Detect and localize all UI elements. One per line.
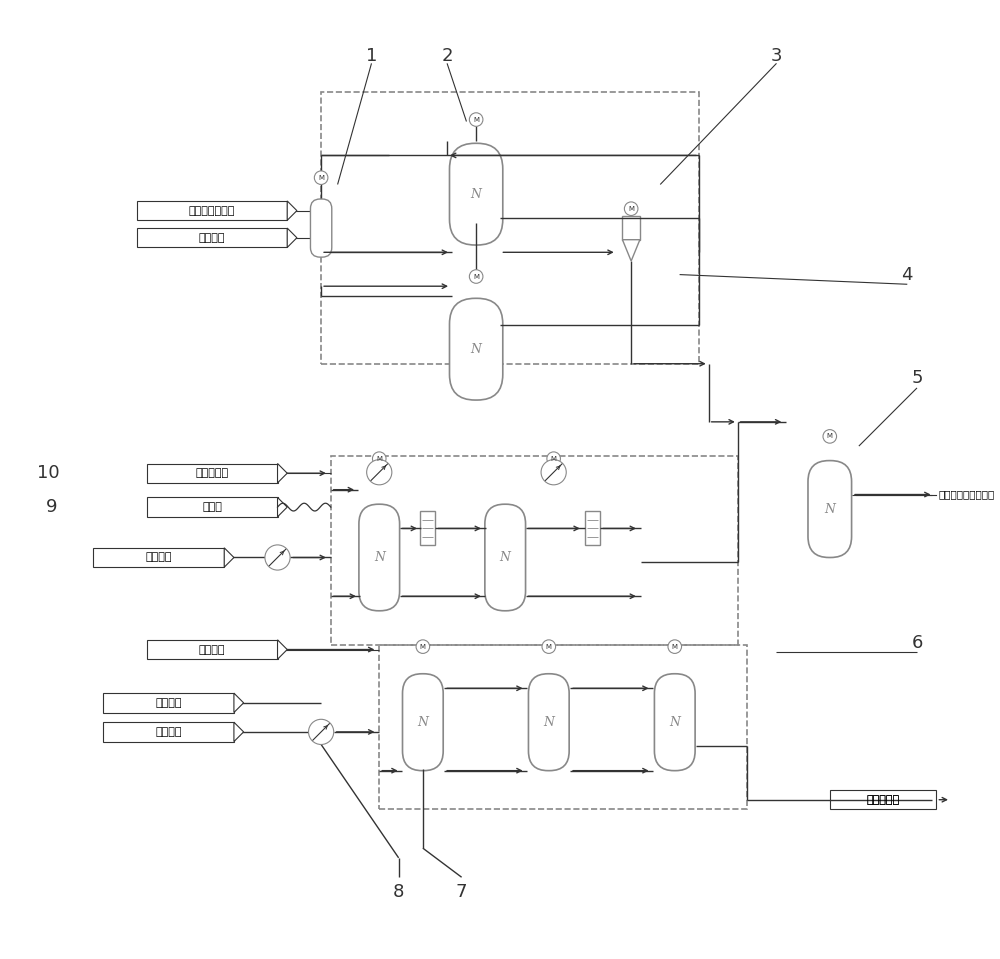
Text: N: N <box>374 551 385 564</box>
Polygon shape <box>234 722 244 741</box>
Text: 3: 3 <box>771 47 782 64</box>
FancyBboxPatch shape <box>403 674 443 771</box>
FancyBboxPatch shape <box>310 199 332 257</box>
Bar <box>137 228 287 247</box>
Circle shape <box>624 202 638 216</box>
Circle shape <box>823 430 837 443</box>
Circle shape <box>542 640 556 653</box>
FancyBboxPatch shape <box>485 504 526 611</box>
Text: 9: 9 <box>46 498 58 516</box>
Polygon shape <box>287 201 297 221</box>
Text: N: N <box>471 188 482 200</box>
Text: 微纳粒子: 微纳粒子 <box>199 233 225 243</box>
FancyBboxPatch shape <box>528 674 569 771</box>
Text: 混合溶剂: 混合溶剂 <box>146 552 172 563</box>
Text: M: M <box>546 643 552 649</box>
Text: 固化剂产品: 固化剂产品 <box>867 795 900 805</box>
Polygon shape <box>234 693 244 713</box>
Text: 全氟羟基丙烯酸树脂: 全氟羟基丙烯酸树脂 <box>938 489 995 500</box>
Circle shape <box>469 269 483 283</box>
FancyBboxPatch shape <box>654 674 695 771</box>
Circle shape <box>367 459 392 485</box>
Circle shape <box>265 545 290 570</box>
Bar <box>103 722 234 741</box>
Bar <box>585 511 600 546</box>
Text: 5: 5 <box>911 369 923 387</box>
Text: 反应液体混合液: 反应液体混合液 <box>189 205 235 216</box>
Text: 混合原料: 混合原料 <box>199 644 225 655</box>
Text: 10: 10 <box>37 464 59 482</box>
Text: 氟单体: 氟单体 <box>202 503 222 512</box>
Text: 混合溶剂: 混合溶剂 <box>155 727 182 737</box>
Text: 8: 8 <box>393 882 404 901</box>
Circle shape <box>541 459 566 485</box>
FancyBboxPatch shape <box>449 143 503 246</box>
Text: M: M <box>376 456 382 461</box>
Text: M: M <box>473 273 479 279</box>
Text: M: M <box>420 643 426 649</box>
Bar <box>137 201 287 221</box>
Bar <box>379 644 747 809</box>
Text: 6: 6 <box>911 634 923 652</box>
Polygon shape <box>622 240 640 261</box>
Bar <box>147 463 278 483</box>
Bar <box>93 548 224 567</box>
Text: N: N <box>669 715 680 729</box>
Bar <box>321 92 699 363</box>
Circle shape <box>309 719 334 744</box>
Text: M: M <box>473 117 479 123</box>
Text: M: M <box>827 433 833 439</box>
Text: N: N <box>417 715 428 729</box>
Text: 7: 7 <box>456 882 467 901</box>
Text: M: M <box>551 456 557 461</box>
FancyBboxPatch shape <box>808 460 852 557</box>
Bar <box>331 456 738 644</box>
Bar <box>420 511 435 546</box>
Circle shape <box>547 452 560 465</box>
FancyBboxPatch shape <box>359 504 400 611</box>
Text: N: N <box>543 715 554 729</box>
Bar <box>147 498 278 517</box>
Polygon shape <box>278 463 287 483</box>
Text: M: M <box>672 643 678 649</box>
Polygon shape <box>278 498 287 517</box>
Circle shape <box>372 452 386 465</box>
Circle shape <box>416 640 430 653</box>
Text: 全氟乙醚: 全氟乙醚 <box>155 698 182 708</box>
Polygon shape <box>287 228 297 247</box>
Polygon shape <box>224 548 234 567</box>
Bar <box>622 217 640 240</box>
Text: N: N <box>500 551 511 564</box>
Bar <box>830 790 936 809</box>
Text: M: M <box>318 175 324 180</box>
Text: 4: 4 <box>902 266 913 284</box>
Text: N: N <box>824 503 835 516</box>
Circle shape <box>314 171 328 184</box>
Bar <box>103 693 234 713</box>
Text: 2: 2 <box>441 47 453 64</box>
Bar <box>147 640 278 659</box>
Polygon shape <box>278 640 287 659</box>
FancyBboxPatch shape <box>449 298 503 400</box>
Text: 固化剂产品: 固化剂产品 <box>867 795 900 805</box>
Text: M: M <box>628 205 634 212</box>
Text: N: N <box>471 342 482 356</box>
Text: 单体混合液: 单体混合液 <box>196 468 229 479</box>
Text: 1: 1 <box>366 47 377 64</box>
Circle shape <box>469 113 483 127</box>
Circle shape <box>668 640 682 653</box>
